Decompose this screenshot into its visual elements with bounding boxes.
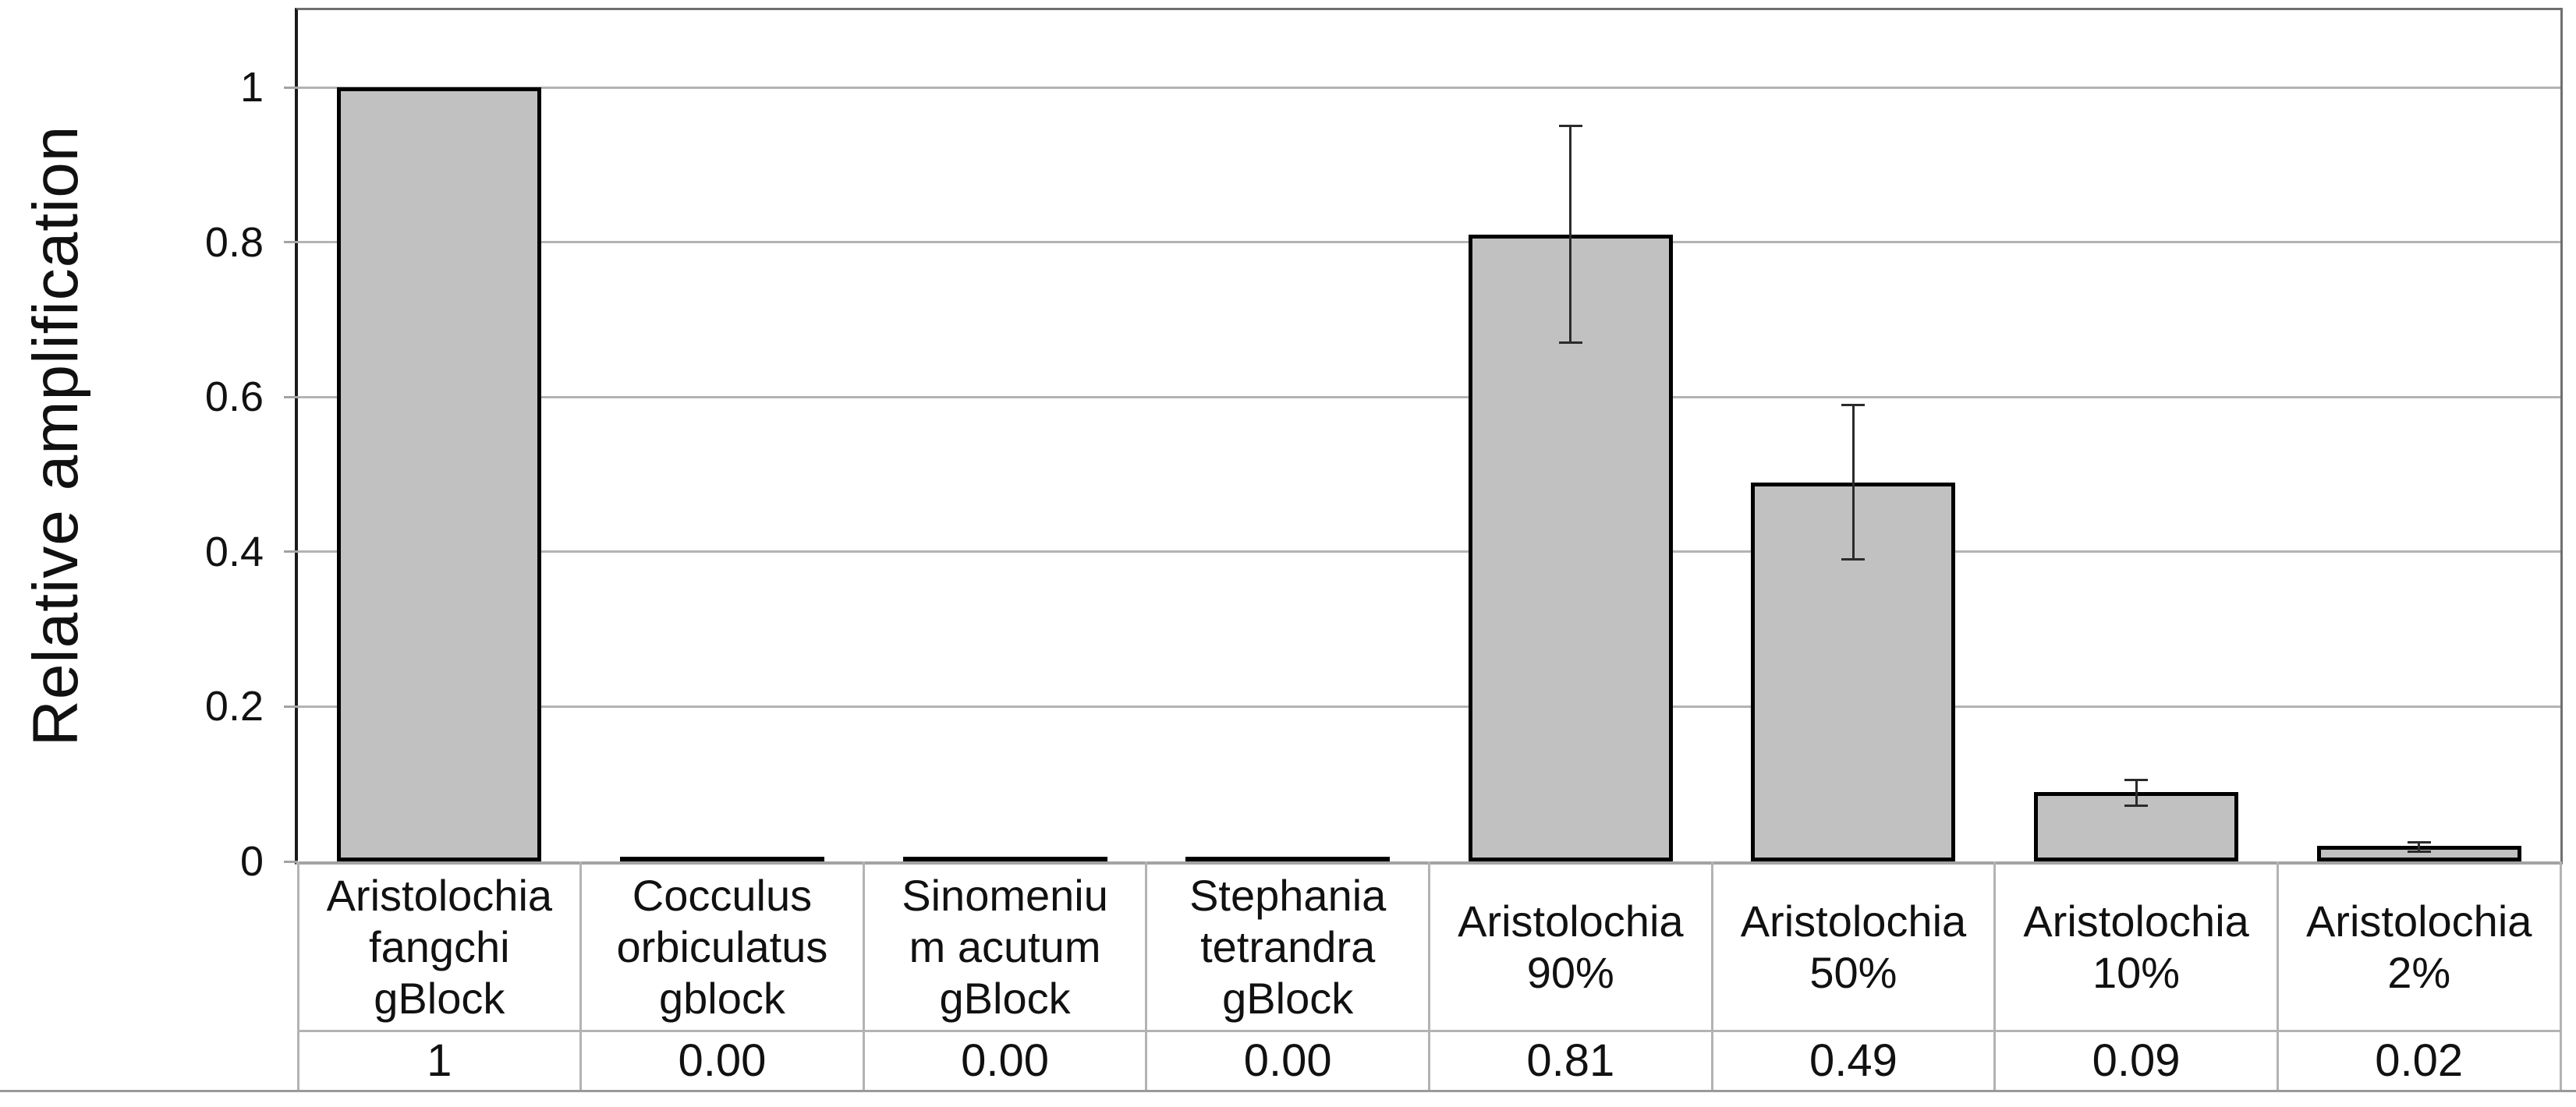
y-tick-label: 0.2	[204, 683, 264, 730]
value-cell: 0.81	[1526, 1034, 1615, 1086]
category-cell: Aristolochia 2%	[2277, 865, 2560, 1029]
error-bar-line	[1851, 405, 1855, 560]
error-bar-cap	[1841, 403, 1866, 406]
error-bar-line	[2135, 780, 2138, 806]
table-column-divider	[1145, 861, 1148, 1092]
y-tick-label: 1	[239, 64, 264, 111]
value-cell: 1	[427, 1034, 452, 1086]
table-row-separator	[298, 1029, 2560, 1032]
gridline	[298, 86, 2560, 89]
table-column-divider	[2559, 861, 2562, 1092]
category-cell-line: Aristolochia	[326, 870, 553, 920]
category-cell: Aristolochia 90%	[1430, 865, 1713, 1029]
bar-zero	[902, 857, 1107, 861]
category-cell-line: Cocculus	[632, 870, 813, 920]
error-bar-line	[1569, 126, 1572, 343]
category-cell: Cocculus orbiculatus gblock	[581, 865, 864, 1029]
category-cell: Stephania tetrandra gBlock	[1146, 865, 1430, 1029]
gridline	[298, 241, 2560, 244]
y-tick-label: 0.8	[204, 218, 264, 266]
y-tick-label: 0	[239, 838, 264, 885]
table-column-divider	[1993, 861, 1997, 1092]
error-bar-cap	[2407, 850, 2431, 853]
category-cell-line: gBlock	[1222, 973, 1354, 1023]
category-cell-line: Aristolochia	[1740, 896, 1967, 946]
y-tick-label: 0.4	[204, 528, 264, 575]
table-bottom-border	[0, 1090, 2576, 1092]
error-bar-cap	[1558, 341, 1582, 345]
category-cell-line: 2%	[2387, 947, 2451, 997]
gridline	[298, 395, 2560, 398]
y-tick-mark	[284, 395, 298, 398]
y-tick-mark	[284, 705, 298, 708]
category-cell-line: Sinomeniu	[902, 870, 1108, 920]
value-cell: 0.00	[678, 1034, 767, 1086]
error-bar-line	[2418, 842, 2421, 852]
category-cell-line: m acutum	[909, 921, 1101, 971]
category-cell: Sinomeniu m acutum gBlock	[863, 865, 1146, 1029]
category-cell-line: Aristolochia	[1458, 896, 1684, 946]
category-cell: Aristolochia fangchi gBlock	[298, 865, 581, 1029]
category-cell-line: fangchi	[369, 921, 510, 971]
table-column-divider	[1428, 861, 1430, 1092]
category-cell-line: 10%	[2092, 947, 2181, 997]
category-cell-line: orbiculatus	[616, 921, 828, 971]
value-cell: 0.00	[1243, 1034, 1332, 1086]
value-cell: 0.09	[2092, 1034, 2181, 1086]
gridline	[298, 705, 2560, 708]
y-tick-label: 0.6	[204, 373, 264, 421]
category-cell-line: tetrandra	[1200, 921, 1376, 971]
error-bar-cap	[1841, 558, 1866, 561]
plot-area	[295, 8, 2563, 865]
y-tick-mark	[284, 86, 298, 89]
category-cell-line: Aristolochia	[2305, 896, 2532, 946]
bar-zero	[1185, 857, 1391, 861]
y-tick-mark	[284, 550, 298, 554]
value-cell: 0.49	[1809, 1034, 1897, 1086]
table-column-divider	[579, 861, 583, 1092]
category-cell-line: Aristolochia	[2023, 896, 2249, 946]
table-column-divider	[2276, 861, 2279, 1092]
error-bar-cap	[2124, 779, 2149, 782]
error-bar-cap	[1558, 125, 1582, 128]
y-axis-title: Relative amplification	[20, 125, 91, 747]
value-cell: 0.00	[961, 1034, 1049, 1086]
category-cell: Aristolochia 10%	[1995, 865, 2278, 1029]
y-tick-mark	[284, 241, 298, 244]
value-cell: 0.02	[2375, 1034, 2464, 1086]
category-cell-line: gBlock	[939, 973, 1071, 1023]
error-bar-cap	[2407, 840, 2431, 844]
category-cell-line: 50%	[1809, 947, 1897, 997]
table-column-divider	[862, 861, 865, 1092]
bar-zero	[619, 857, 824, 861]
table-column-divider	[296, 861, 299, 1092]
gridline	[298, 550, 2560, 554]
bar	[337, 87, 542, 861]
category-cell-line: Stephania	[1189, 870, 1387, 920]
category-cell: Aristolochia 50%	[1712, 865, 1995, 1029]
table-column-divider	[1710, 861, 1713, 1092]
category-cell-line: gblock	[659, 973, 785, 1023]
y-tick-mark	[284, 860, 298, 863]
category-cell-line: 90%	[1526, 947, 1614, 997]
error-bar-cap	[2124, 805, 2149, 808]
category-cell-line: gBlock	[374, 973, 505, 1023]
